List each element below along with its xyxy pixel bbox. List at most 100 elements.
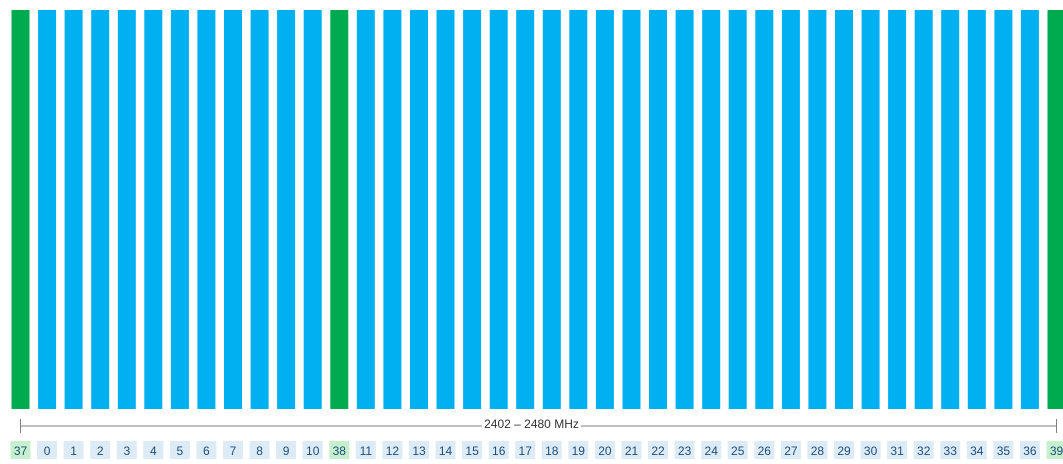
channel-label-bg-32 [913,441,934,459]
channel-label-26: 26 [758,444,772,458]
channel-label-bg-12 [382,441,403,459]
channel-bar-2 [91,10,110,409]
channel-label-bg-11 [355,441,376,459]
channel-bar-5 [170,10,189,409]
channel-label-29: 29 [837,444,851,458]
channel-label-bg-20 [594,441,615,459]
channel-label-15: 15 [465,444,479,458]
channel-label-5: 5 [177,444,184,458]
channel-bar-1 [64,10,83,409]
channel-bar-12 [383,10,402,409]
channel-label-8: 8 [256,444,263,458]
channel-label-20: 20 [598,444,612,458]
channel-bar-30 [861,10,880,409]
channel-label-bg-37 [10,441,31,459]
channel-bar-0 [38,10,57,409]
channel-label-23: 23 [678,444,692,458]
channel-label-16: 16 [492,444,506,458]
channel-label-bg-10 [302,441,323,459]
channel-bar-10 [303,10,322,409]
channel-label-1: 1 [70,444,77,458]
channel-label-bg-13 [409,441,429,459]
channel-label-bg-23 [674,441,695,459]
channel-label-bg-16 [488,441,509,459]
channel-label-bg-33 [940,441,961,459]
channel-bar-25 [728,10,747,409]
channel-label-13: 13 [412,444,426,458]
channel-bar-39 [1047,10,1063,409]
channel-label-bg-19 [568,441,589,459]
channel-label-bg-14 [435,441,456,459]
channel-label-27: 27 [784,444,798,458]
channel-label-bg-2 [90,441,111,459]
channel-label-bg-9 [276,441,297,459]
channel-bar-9 [277,10,296,409]
channel-bar-27 [781,10,800,409]
channel-label-14: 14 [439,444,453,458]
channel-label-bg-21 [621,441,642,459]
channel-bar-26 [755,10,774,409]
channel-label-bg-22 [648,441,668,459]
channel-label-bg-34 [966,441,987,459]
channel-label-bg-1 [63,441,84,459]
channel-label-bg-8 [249,441,270,459]
channel-bar-18 [542,10,561,409]
channel-label-bg-24 [701,441,722,459]
channel-bar-33 [941,10,960,409]
channel-label-4: 4 [150,444,157,458]
channel-label-7: 7 [230,444,237,458]
channel-label-bg-5 [169,441,190,459]
channel-bar-14 [436,10,455,409]
channel-label-35: 35 [997,444,1011,458]
channel-label-bg-35 [993,441,1014,459]
channel-bar-16 [489,10,508,409]
channel-bars [11,10,1063,409]
channel-bar-38 [330,10,349,409]
channel-label-10: 10 [306,444,320,458]
channel-bar-23 [675,10,694,409]
channel-bar-19 [569,10,588,409]
channel-label-12: 12 [386,444,400,458]
channel-label-bg-27 [780,441,801,459]
channel-bar-15 [463,10,482,409]
channel-bar-28 [808,10,827,409]
frequency-axis [20,419,1057,433]
channel-label-bg-39 [1046,441,1063,459]
channel-label-bg-6 [196,441,217,459]
channel-label-25: 25 [731,444,745,458]
channel-label-39: 39 [1050,444,1063,458]
channel-label-34: 34 [970,444,984,458]
channel-bar-24 [702,10,721,409]
channel-label-bg-25 [727,441,748,459]
channel-label-bg-26 [754,441,775,459]
channel-label-30: 30 [864,444,878,458]
channel-bar-29 [835,10,853,409]
channel-label-bg-15 [462,441,483,459]
channel-bar-35 [994,10,1013,409]
channel-label-22: 22 [651,444,665,458]
channel-bar-11 [356,10,375,409]
channel-bar-20 [595,10,614,409]
channel-label-bg-36 [1019,441,1040,459]
channel-label-bg-31 [887,441,908,459]
channel-label-28: 28 [811,444,825,458]
channel-label-37: 37 [14,444,28,458]
channel-label-2: 2 [97,444,104,458]
channel-bar-3 [117,10,136,409]
channel-bar-36 [1020,10,1039,409]
channel-label-31: 31 [890,444,904,458]
channel-label-33: 33 [944,444,958,458]
channel-label-bg-18 [541,441,562,459]
channel-label-11: 11 [360,444,373,458]
channel-label-bg-3 [116,441,137,459]
channel-labels: 37 0 1 2 3 4 5 6 7 8 9 10 38 11 12 13 14 15 16 17 18 19 20 21 22… [10,441,1063,459]
channel-label-21: 21 [625,444,639,458]
channel-label-24: 24 [705,444,719,458]
channel-bar-7 [224,10,242,409]
channel-bar-32 [914,10,933,409]
channel-label-bg-0 [37,441,58,459]
channel-bar-17 [516,10,535,409]
channel-label-19: 19 [572,444,586,458]
channel-bar-6 [197,10,216,409]
